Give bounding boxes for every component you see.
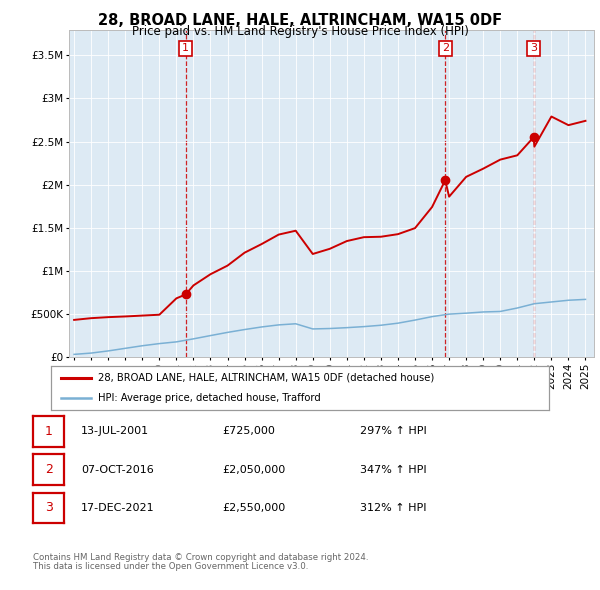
Text: 1: 1	[182, 44, 189, 54]
Text: 2: 2	[44, 463, 53, 476]
Text: 3: 3	[530, 44, 537, 54]
Text: £2,550,000: £2,550,000	[222, 503, 285, 513]
Text: Contains HM Land Registry data © Crown copyright and database right 2024.: Contains HM Land Registry data © Crown c…	[33, 553, 368, 562]
Text: This data is licensed under the Open Government Licence v3.0.: This data is licensed under the Open Gov…	[33, 562, 308, 571]
Text: 28, BROAD LANE, HALE, ALTRINCHAM, WA15 0DF: 28, BROAD LANE, HALE, ALTRINCHAM, WA15 0…	[98, 13, 502, 28]
Text: 312% ↑ HPI: 312% ↑ HPI	[360, 503, 427, 513]
Text: 347% ↑ HPI: 347% ↑ HPI	[360, 465, 427, 474]
Text: £2,050,000: £2,050,000	[222, 465, 285, 474]
Text: 2: 2	[442, 44, 449, 54]
Text: 297% ↑ HPI: 297% ↑ HPI	[360, 427, 427, 436]
Text: Price paid vs. HM Land Registry's House Price Index (HPI): Price paid vs. HM Land Registry's House …	[131, 25, 469, 38]
Text: 07-OCT-2016: 07-OCT-2016	[81, 465, 154, 474]
Text: 13-JUL-2001: 13-JUL-2001	[81, 427, 149, 436]
Text: £725,000: £725,000	[222, 427, 275, 436]
Text: HPI: Average price, detached house, Trafford: HPI: Average price, detached house, Traf…	[98, 393, 321, 403]
Text: 3: 3	[44, 502, 53, 514]
Text: 28, BROAD LANE, HALE, ALTRINCHAM, WA15 0DF (detached house): 28, BROAD LANE, HALE, ALTRINCHAM, WA15 0…	[98, 373, 434, 383]
Text: 1: 1	[44, 425, 53, 438]
Text: 17-DEC-2021: 17-DEC-2021	[81, 503, 155, 513]
